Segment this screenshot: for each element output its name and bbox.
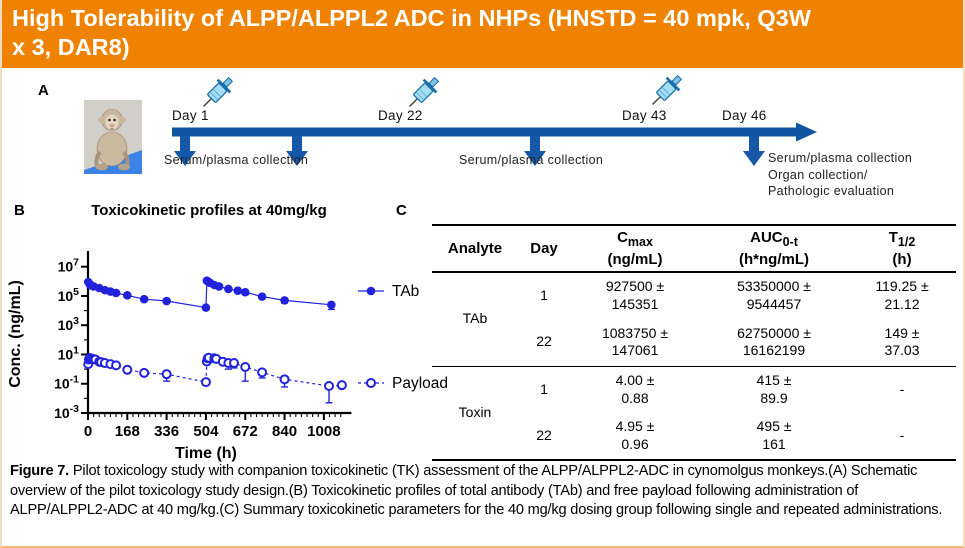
svg-text:10-3: 10-3: [54, 403, 79, 421]
panel-a-label: A: [38, 82, 49, 99]
svg-text:Conc. (ng/mL): Conc. (ng/mL): [7, 280, 24, 388]
svg-text:Payload: Payload: [392, 375, 448, 392]
panel-c-label: C: [396, 202, 407, 219]
timeline-day-43: Day 43: [622, 108, 667, 123]
svg-text:840: 840: [272, 423, 297, 440]
syringe-icon: [198, 74, 236, 112]
syringe-icon: [647, 72, 685, 110]
svg-text:1008: 1008: [307, 423, 340, 440]
svg-text:107: 107: [58, 257, 80, 275]
svg-text:101: 101: [58, 344, 80, 362]
col-analyte: Analyte: [447, 240, 503, 257]
timeline-day-46: Day 46: [722, 108, 767, 123]
collection-arrow-icon: [743, 136, 765, 166]
slide-title-line2: x 3, DAR8): [12, 34, 130, 61]
figure-caption-text: Pilot toxicology study with companion to…: [10, 463, 943, 519]
table-header-row: Analyte Day Cmax (ng/mL) AUC0-t (h*ng/mL…: [432, 225, 956, 273]
svg-text:168: 168: [115, 423, 140, 440]
collection-label-1: Serum/plasma collection: [164, 153, 309, 167]
timeline-day-1: Day 1: [172, 108, 209, 123]
svg-text:TAb: TAb: [392, 283, 419, 300]
timeline-day-22: Day 22: [378, 108, 423, 123]
tk-parameters-table: Analyte Day Cmax (ng/mL) AUC0-t (h*ng/mL…: [432, 224, 956, 461]
collection-label-3: Serum/plasma collection Organ collection…: [768, 151, 913, 198]
svg-text:10-1: 10-1: [54, 374, 79, 392]
svg-text:105: 105: [58, 286, 80, 304]
svg-text:Time (h): Time (h): [175, 445, 237, 462]
table-row: TAb 1 927500 ± 145351 53350000 ± 9544457…: [432, 272, 956, 326]
col-cmax: Cmax (ng/mL): [607, 229, 663, 268]
table-row: 22 4.95 ± 0.96 495 ± 161 -: [536, 418, 905, 453]
tk-chart: 0 168 336 504 672 840 1008 107 105 103 101 10-1 10-3…: [7, 251, 448, 462]
col-t12: T1/2 (h): [888, 229, 916, 268]
slide-title: High Tolerability of ALPP/ALPPL2 ADC in …: [2, 0, 963, 68]
col-day: Day: [530, 240, 558, 257]
syringe-icon: [404, 74, 442, 112]
monkey-photo: [84, 100, 142, 174]
study-timeline-arrow: [172, 122, 817, 142]
svg-text:103: 103: [58, 315, 80, 333]
analyte-cell: TAb: [462, 310, 488, 327]
slide-title-line1: High Tolerability of ALPP/ALPPL2 ADC in …: [12, 5, 811, 31]
col-auc: AUC0-t (h*ng/mL): [739, 229, 809, 268]
svg-text:0: 0: [84, 423, 92, 440]
panel-b-label: B: [14, 202, 25, 219]
figure-caption: Figure 7. Pilot toxicology study with co…: [10, 462, 958, 521]
svg-text:336: 336: [154, 423, 179, 440]
chart-title: Toxicokinetic profiles at 40mg/kg: [91, 202, 327, 219]
svg-text:672: 672: [233, 423, 258, 440]
svg-text:504: 504: [193, 423, 219, 440]
figure-caption-label: Figure 7.: [10, 463, 70, 479]
table-row: 22 1083750 ± 147061 62750000 ± 16162199 …: [536, 324, 920, 359]
table-row: Toxin 1 4.00 ± 0.88 415 ± 89.9 -: [432, 366, 956, 420]
analyte-cell: Toxin: [458, 403, 492, 420]
collection-label-2: Serum/plasma collection: [459, 153, 604, 167]
